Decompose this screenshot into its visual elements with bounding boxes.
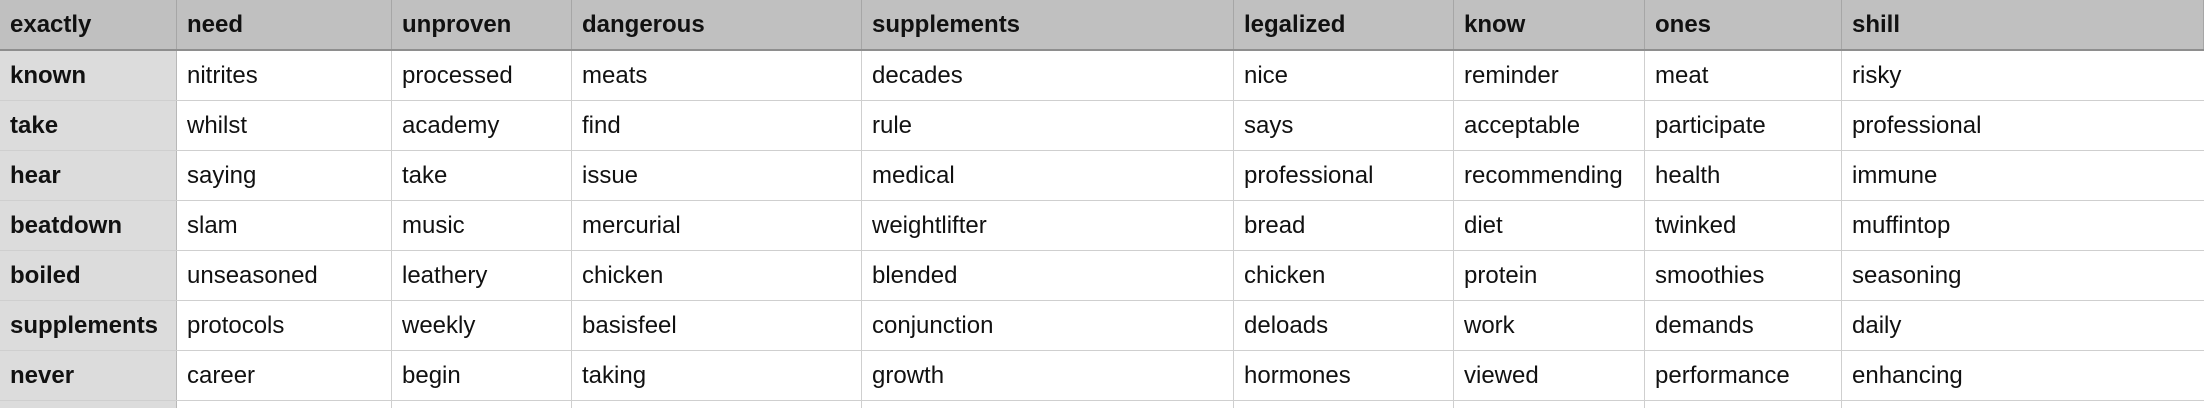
table-cell[interactable]: protocols (177, 301, 392, 350)
table-cell[interactable]: seasoning (1852, 261, 1962, 289)
table-cell[interactable]: participate (1645, 101, 1842, 150)
row-header[interactable]: boiled (0, 251, 177, 300)
table-cell[interactable]: weightlifter (862, 201, 1234, 250)
row-header[interactable]: beatdown (0, 201, 177, 250)
table-row: known nitrites processed meats decades n… (0, 51, 2204, 101)
table-cell[interactable] (1842, 401, 2204, 408)
column-header[interactable]: know (1454, 0, 1645, 49)
column-header[interactable]: dangerous (572, 0, 862, 49)
table-cell[interactable]: risky (1852, 61, 1902, 89)
table-cell[interactable]: leathery (392, 251, 572, 300)
table-cell[interactable]: hormones (1234, 351, 1454, 400)
table-cell[interactable]: growth (862, 351, 1234, 400)
table-cell[interactable]: begin (392, 351, 572, 400)
table-cell[interactable]: diet (1454, 201, 1645, 250)
table-cell[interactable]: smoothies (1645, 251, 1842, 300)
table-row: boiled unseasoned leathery chicken blend… (0, 251, 2204, 301)
table-row: take whilst academy find rule says accep… (0, 101, 2204, 151)
table-cell[interactable]: take (392, 151, 572, 200)
table-cell[interactable]: protein (1454, 251, 1645, 300)
table-cell[interactable]: nice (1234, 51, 1454, 100)
column-header[interactable]: exactly (0, 0, 177, 49)
table-cell[interactable]: professional (1852, 111, 1982, 139)
table-cell[interactable]: performance (1645, 351, 1842, 400)
row-header[interactable]: hear (0, 151, 177, 200)
row-header[interactable]: take (0, 101, 177, 150)
column-header[interactable]: ones (1645, 0, 1842, 49)
table-cell[interactable]: deloads (1234, 301, 1454, 350)
row-header[interactable] (0, 401, 177, 408)
table-cell[interactable]: reminder (1454, 51, 1645, 100)
row-header[interactable]: known (0, 51, 177, 100)
table-cell[interactable] (1454, 401, 1645, 408)
table-cell[interactable]: bread (1234, 201, 1454, 250)
table-cell[interactable]: unseasoned (177, 251, 392, 300)
header-row: exactly need unproven dangerous suppleme… (0, 0, 2204, 51)
table-cell[interactable]: music (392, 201, 572, 250)
table-cell[interactable] (392, 401, 572, 408)
column-header[interactable]: supplements (862, 0, 1234, 49)
table-cell[interactable] (572, 401, 862, 408)
table-cell[interactable]: meat (1645, 51, 1842, 100)
table-cell[interactable]: whilst (177, 101, 392, 150)
row-header[interactable]: never (0, 351, 177, 400)
table-cell[interactable]: basisfeel (572, 301, 862, 350)
table-cell[interactable]: daily (1852, 311, 1902, 339)
table-cell[interactable]: muffintop (1852, 211, 1951, 239)
table-cell[interactable]: blended (862, 251, 1234, 300)
column-header[interactable]: shill (1842, 0, 2204, 49)
table-cell[interactable]: taking (572, 351, 862, 400)
table-cell[interactable]: recommending (1454, 151, 1645, 200)
table-cell[interactable]: weekly (392, 301, 572, 350)
table-cell[interactable]: decades (862, 51, 1234, 100)
table-cell[interactable]: enhancing (1852, 361, 1963, 389)
table-row: never career begin taking growth hormone… (0, 351, 2204, 401)
table-cell[interactable]: professional (1234, 151, 1454, 200)
table-cell[interactable]: acceptable (1454, 101, 1645, 150)
table-cell[interactable] (862, 401, 1234, 408)
table-cell[interactable]: saying (177, 151, 392, 200)
table-cell[interactable]: meats (572, 51, 862, 100)
table-cell[interactable]: chicken (1234, 251, 1454, 300)
table-cell[interactable]: medical (862, 151, 1234, 200)
table-cell[interactable]: viewed (1454, 351, 1645, 400)
table-cell[interactable]: nitrites (177, 51, 392, 100)
table-cell[interactable]: find (572, 101, 862, 150)
table-cell[interactable]: academy (392, 101, 572, 150)
table-row-partial (0, 401, 2204, 408)
table-cell[interactable]: conjunction (862, 301, 1234, 350)
table-cell[interactable] (1645, 401, 1842, 408)
table-cell[interactable] (177, 401, 392, 408)
table-cell[interactable]: issue (572, 151, 862, 200)
column-header[interactable]: legalized (1234, 0, 1454, 49)
table-cell[interactable]: mercurial (572, 201, 862, 250)
table-row: supplements protocols weekly basisfeel c… (0, 301, 2204, 351)
table-cell[interactable]: demands (1645, 301, 1842, 350)
table-cell[interactable]: career (177, 351, 392, 400)
table-cell[interactable]: work (1454, 301, 1645, 350)
table-cell[interactable]: processed (392, 51, 572, 100)
table-cell[interactable]: health (1645, 151, 1842, 200)
column-header[interactable]: need (177, 0, 392, 49)
column-header[interactable]: unproven (392, 0, 572, 49)
row-header[interactable]: supplements (0, 301, 177, 350)
table-cell[interactable]: immune (1852, 161, 1938, 189)
table-cell[interactable] (1234, 401, 1454, 408)
table-cell[interactable]: says (1234, 101, 1454, 150)
table-cell[interactable]: chicken (572, 251, 862, 300)
table-cell[interactable]: rule (862, 101, 1234, 150)
table-row: beatdown slam music mercurial weightlift… (0, 201, 2204, 251)
table-row: hear saying take issue medical professio… (0, 151, 2204, 201)
table-cell[interactable]: slam (177, 201, 392, 250)
table-cell[interactable]: twinked (1645, 201, 1842, 250)
